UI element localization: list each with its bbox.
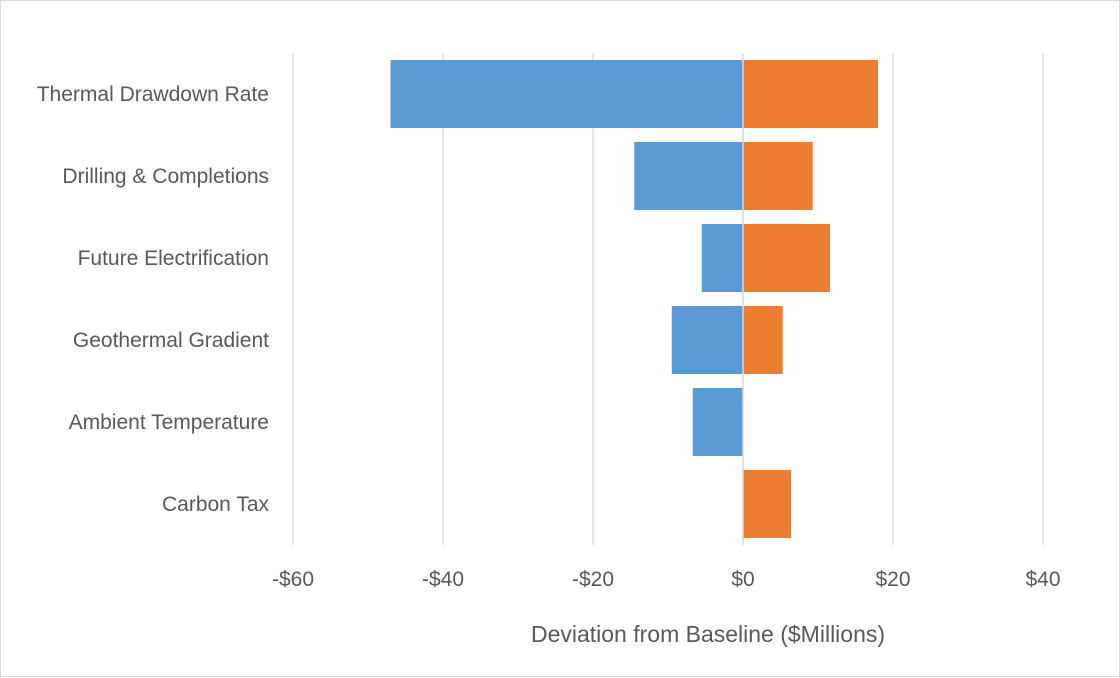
x-axis-title: Deviation from Baseline ($Millions) (531, 621, 885, 647)
bar-low-0 (390, 59, 743, 129)
bar-low-1 (634, 141, 743, 211)
bar-high-1 (743, 141, 813, 211)
category-labels: Thermal Drawdown Rate Drilling & Completi… (37, 83, 270, 516)
bar-low-3 (671, 305, 743, 375)
category-label: Future Electrification (78, 247, 269, 270)
x-tick-label: -$40 (422, 568, 464, 591)
bar-low-2 (701, 223, 743, 293)
category-label: Thermal Drawdown Rate (37, 83, 269, 106)
x-tick-label: -$60 (272, 568, 314, 591)
bar-high-0 (743, 59, 878, 129)
x-tick-labels: -$60 -$40 -$20 $0 $20 $40 (272, 568, 1061, 591)
category-label: Drilling & Completions (62, 165, 269, 188)
gridlines (292, 53, 1044, 545)
bar-high-2 (743, 223, 830, 293)
x-tick-label: $20 (875, 568, 910, 591)
category-label: Carbon Tax (162, 493, 270, 516)
category-label: Geothermal Gradient (73, 329, 269, 352)
category-label: Ambient Temperature (69, 411, 269, 434)
x-tick-label: -$20 (572, 568, 614, 591)
x-tick-label: $0 (731, 568, 754, 591)
bar-low-4 (692, 387, 743, 457)
bar-high-3 (743, 305, 783, 375)
bar-high-5 (743, 469, 791, 539)
x-tick-label: $40 (1025, 568, 1060, 591)
bars (390, 59, 878, 539)
